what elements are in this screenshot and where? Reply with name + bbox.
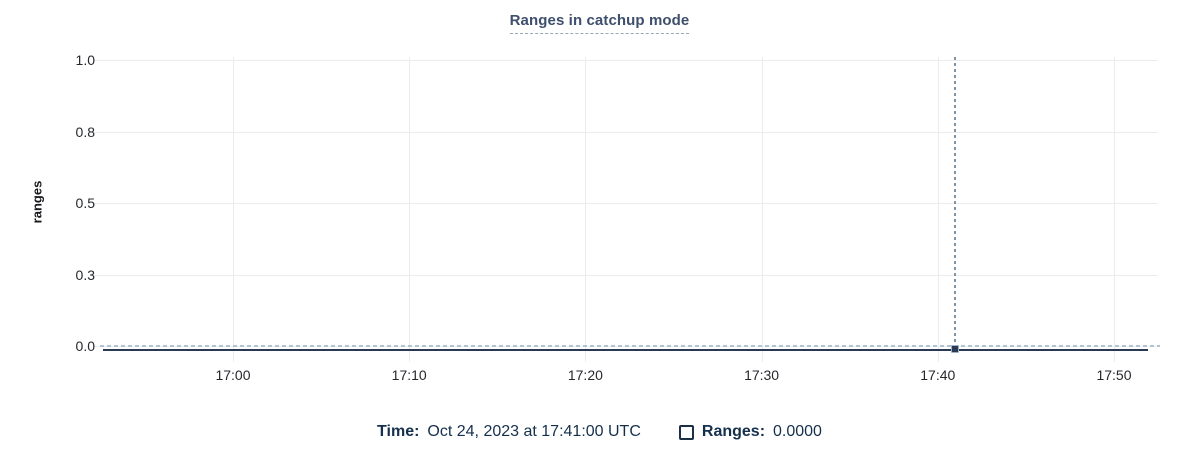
gridline-vertical [761,57,763,362]
gridline-horizontal [93,60,1158,61]
hover-point [951,345,960,353]
y-tick-label: 0.8 [75,123,95,140]
gridline-horizontal [93,274,1158,276]
y-tick-label: 1.0 [75,52,95,68]
series-line-ranges [103,349,1148,351]
time-label: Time: [377,423,420,440]
x-tick-label: 17:40 [920,367,956,383]
ranges-label: Ranges: [701,423,766,440]
gridline-vertical [233,57,234,362]
y-tick-label: 0.5 [75,195,95,211]
hover-guideline-horizontal [100,345,1160,347]
x-tick-label: 17:00 [215,367,251,383]
chart-title[interactable]: Ranges in catchup mode [509,12,690,34]
x-tick-label: 17:50 [1096,367,1132,383]
x-tick-label: 17:30 [744,367,780,383]
ranges-value: 0.0000 [773,423,822,440]
time-value: Oct 24, 2023 at 17:41:00 UTC [427,423,641,440]
y-tick-label: 0.0 [75,338,95,354]
hover-crosshair-vertical [954,57,957,347]
x-tick-label: 17:20 [567,367,603,383]
gridline-horizontal [93,203,1158,204]
gridline-vertical [937,57,939,362]
gridline-vertical [409,57,411,362]
hover-legend: Time: Oct 24, 2023 at 17:41:00 UTC Range… [0,421,1199,443]
gridline-vertical [1114,57,1115,362]
y-tick-label: 0.3 [75,266,95,283]
gridline-horizontal [93,131,1158,133]
gridline-vertical [585,57,587,362]
ranges-series-checkbox[interactable] [678,424,694,440]
x-tick-label: 17:10 [391,367,427,383]
chart-header: Ranges in catchup mode [0,12,1199,34]
